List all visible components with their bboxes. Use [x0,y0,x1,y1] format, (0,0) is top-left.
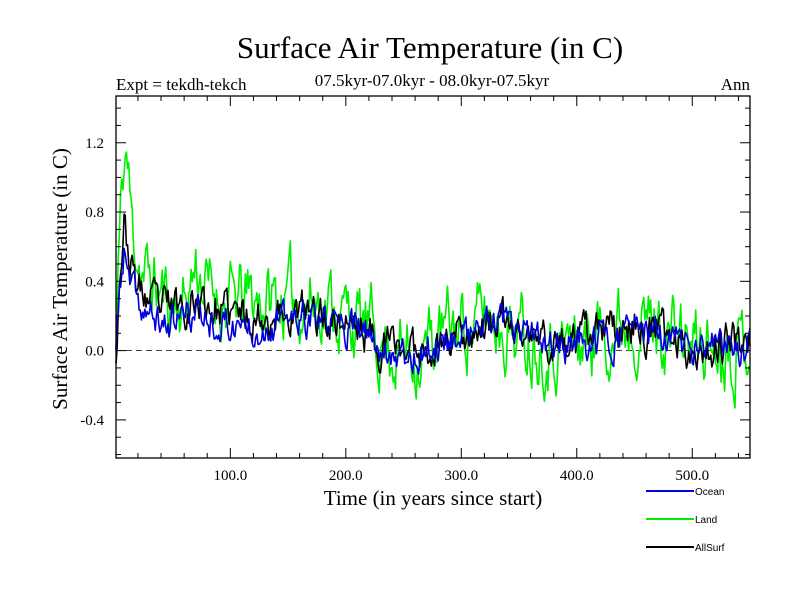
x-tick-label: 300.0 [444,468,478,484]
y-tick-label: -0.4 [80,413,104,429]
season-label: Ann [721,75,751,94]
x-tick-label: 500.0 [675,468,709,484]
y-tick-label: 0.0 [85,344,104,360]
plot-frame [115,95,751,459]
tick-layer: 100.0 200.0 300.0 400.0 500.0 -0.4 0.0 0.4 0.8 1.… [80,96,750,484]
y-tick-label: 0.8 [85,205,104,221]
series-line-land [115,151,751,409]
x-tick-label: 400.0 [560,468,594,484]
y-axis-label: Surface Air Temperature (in C) [48,148,72,410]
legend-label-ocean: Ocean [695,487,724,498]
chart-title: Surface Air Temperature (in C) [237,30,623,65]
y-tick-label: 0.4 [85,274,104,290]
chart-subtitle: 07.5kyr-07.0kyr - 08.0kyr-07.5kyr [315,71,550,90]
x-axis-label: Time (in years since start) [324,486,543,510]
series-line-ocean [115,247,751,375]
series-layer [115,151,751,409]
x-tick-label: 200.0 [329,468,363,484]
legend-label-allsurf: AllSurf [695,543,725,554]
legend-label-land: Land [695,515,717,526]
y-tick-label: 1.2 [85,136,104,152]
expt-label: Expt = tekdh-tekch [116,75,247,94]
legend: Ocean Land AllSurf [646,487,725,554]
x-tick-label: 100.0 [213,468,247,484]
